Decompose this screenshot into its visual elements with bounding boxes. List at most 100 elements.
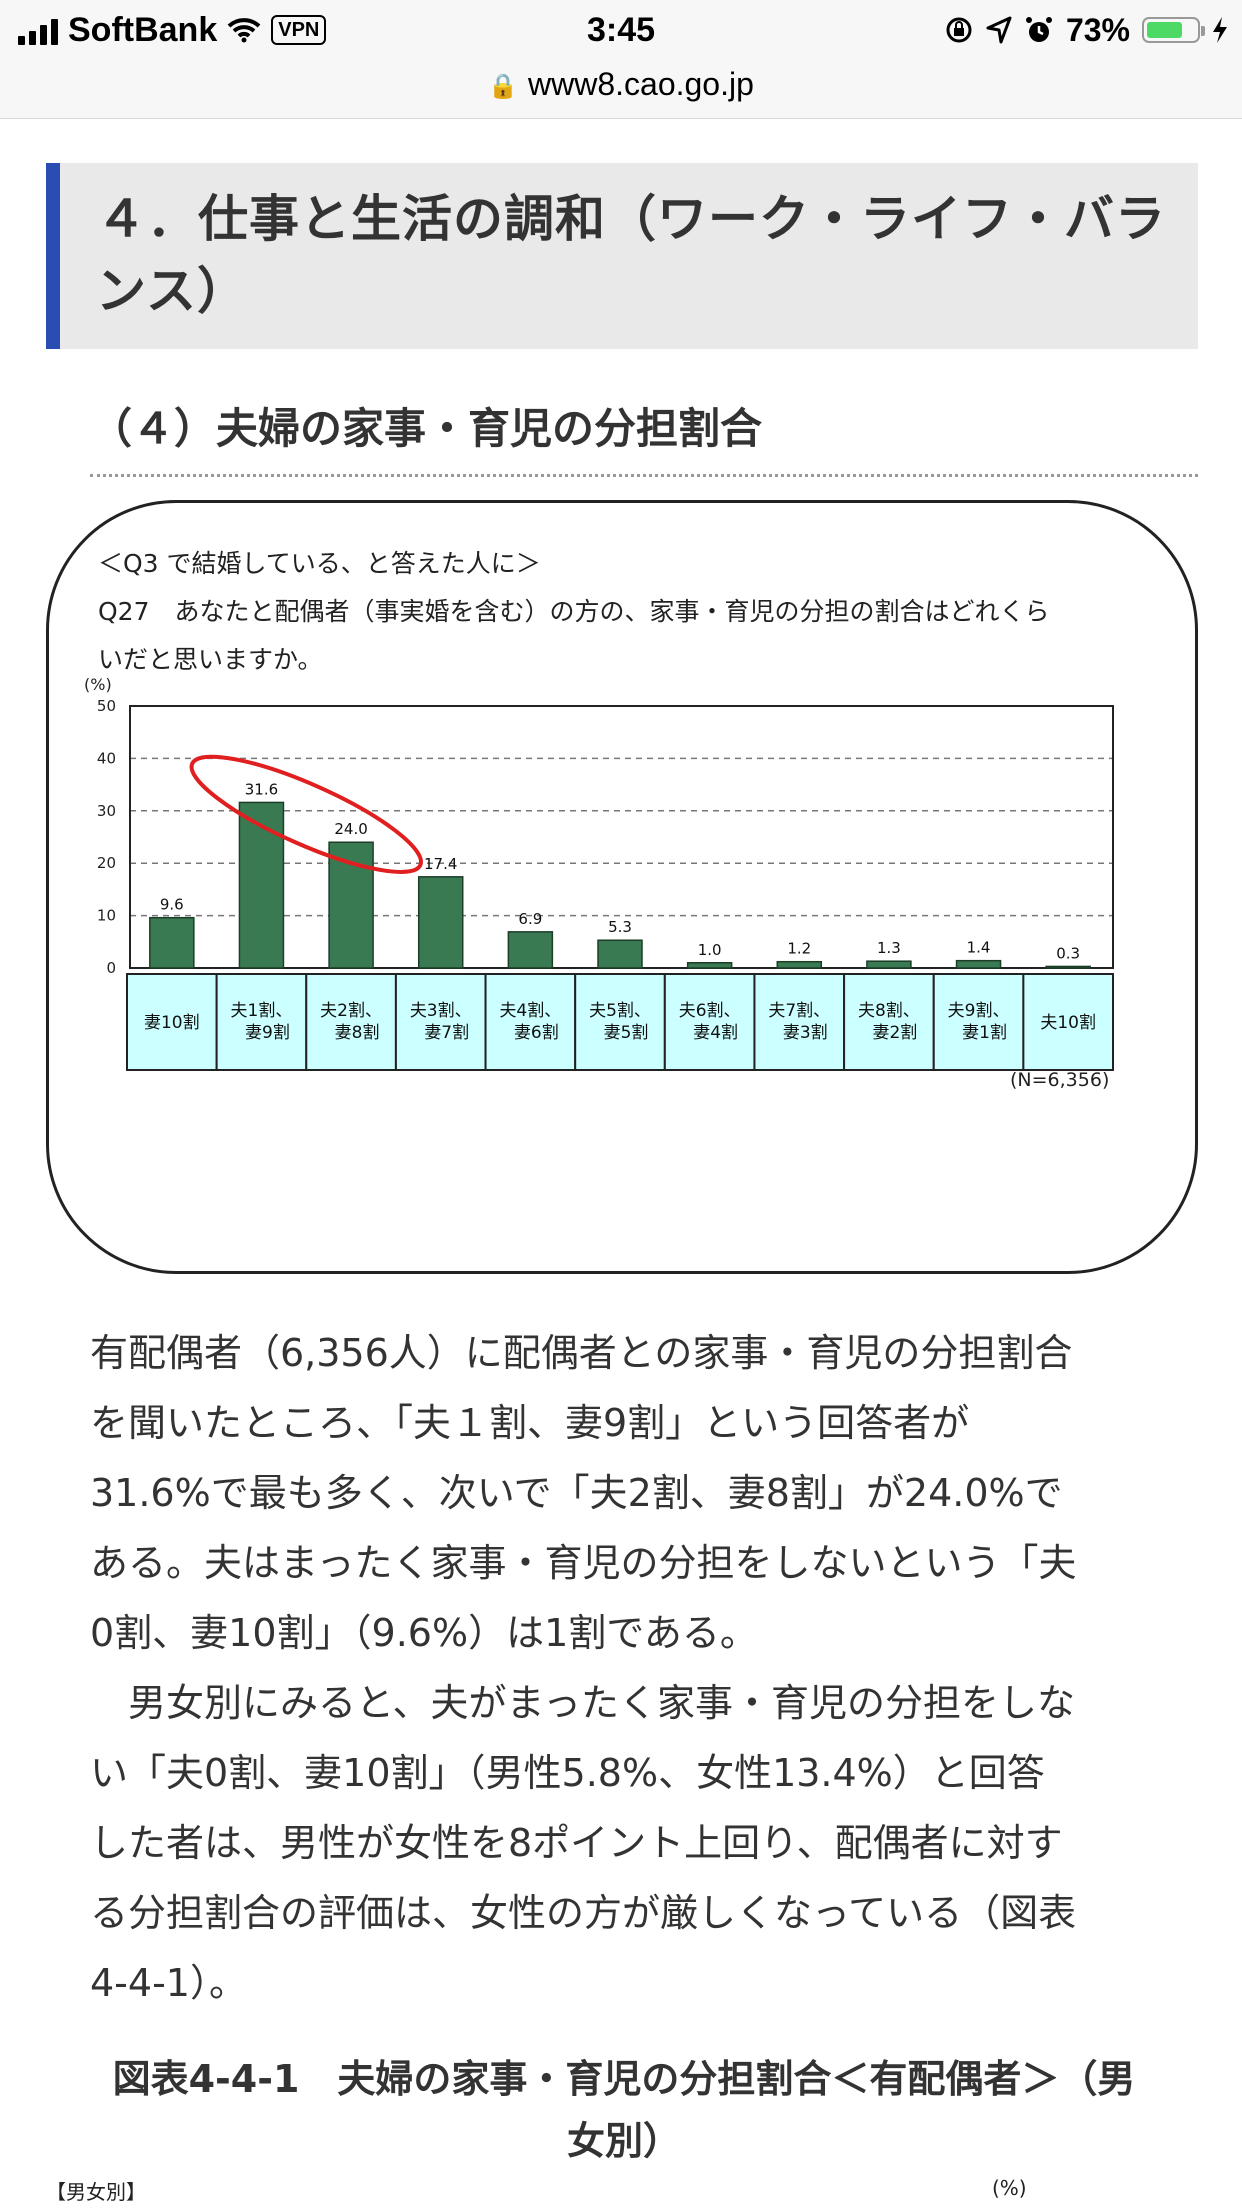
category-label: 夫7割、 (768, 1001, 830, 1021)
data-label: 31.6 (245, 780, 278, 798)
category-cell (932, 973, 1025, 1071)
p2_lines-line: した者は、男性が女性を8ポイント上回り、配偶者に対す (90, 1821, 1063, 1865)
y-tick-label: 40 (97, 749, 116, 767)
paragraph-2: 男女別にみると、夫がまったく家事・育児の分担をしな い「夫0割、妻10割」（男性5… (90, 1668, 1190, 2018)
battery-level-fill (1147, 22, 1182, 38)
y-tick-label: 20 (97, 854, 116, 872)
data-label: 6.9 (518, 910, 542, 928)
bar (1045, 965, 1091, 969)
data-label: 24.0 (334, 820, 367, 838)
question-condition: ＜Q3 で結婚している、と答えた人に＞ (98, 549, 541, 578)
signal-strength-icon (18, 15, 58, 45)
y-tick-label: 10 (97, 907, 116, 925)
data-label: 17.4 (424, 855, 457, 873)
paragraph-1: 有配偶者（6,356人）に配偶者との家事・育児の分担割合 を聞いたところ、「夫１割… (90, 1318, 1190, 1668)
category-cell (843, 973, 935, 1071)
data-label: 1.2 (787, 940, 811, 958)
p2_lines-line: 男女別にみると、夫がまったく家事・育児の分担をしな (90, 1681, 1075, 1725)
category-cell (215, 973, 308, 1071)
category-label: 妻2割 (872, 1023, 917, 1043)
figure-tag-left: 【男女別】 (46, 2180, 146, 2204)
y-tick-label: 50 (97, 697, 116, 715)
category-label: 妻8割 (335, 1023, 380, 1043)
p2_lines-line: 4-4-1）。 (90, 1961, 247, 2005)
url-domain: www8.cao.go.jp (528, 66, 754, 102)
question-text-line1: Q27 あなたと配偶者（事実婚を含む）の方の、家事・育児の分担の割合はどれくら (98, 597, 1050, 626)
wifi-icon (227, 18, 261, 43)
address-bar[interactable]: 🔒 www8.cao.go.jp (0, 62, 1242, 119)
category-label: 妻1割 (962, 1023, 1007, 1043)
status-bar: SoftBank VPN 3:45 73% (0, 0, 1242, 62)
divider (90, 474, 1198, 477)
p1_lines-line: を聞いたところ、「夫１割、妻9割」という回答者が (90, 1401, 970, 1445)
data-label: 1.4 (967, 939, 991, 957)
bar (507, 931, 554, 969)
category-label: 夫8割、 (858, 1001, 920, 1021)
section-heading-line2: ンス） (96, 262, 248, 320)
battery-icon (1142, 17, 1205, 43)
bar (955, 959, 1002, 969)
p1_lines-line: 有配偶者（6,356人）に配偶者との家事・育児の分担割合 (90, 1331, 1073, 1375)
sample-size-label: (N=6,356) (1010, 1069, 1110, 1091)
category-cell (484, 973, 577, 1071)
y-axis-unit: (%) (84, 676, 112, 694)
y-tick-label: 0 (106, 959, 116, 977)
section-heading-line1: ４．仕事と生活の調和（ワーク・ライフ・バラ (96, 190, 1166, 248)
carrier-name: SoftBank (68, 10, 218, 49)
y-tick-label: 30 (97, 802, 116, 820)
orientation-lock-icon (946, 17, 972, 43)
category-label: 妻5割 (604, 1023, 649, 1043)
p2_lines-line: い「夫0割、妻10割」（男性5.8%、女性13.4%）と回答 (90, 1751, 1045, 1795)
data-label: 1.3 (877, 939, 901, 957)
category-label: 妻7割 (424, 1023, 469, 1043)
category-label: 妻4割 (693, 1023, 738, 1043)
category-label: 妻9割 (245, 1023, 290, 1043)
category-label: 夫3割、 (410, 1001, 472, 1021)
category-label: 妻10割 (144, 1013, 200, 1033)
category-label: 夫5割、 (589, 1001, 651, 1021)
category-label: 妻3割 (783, 1023, 828, 1043)
question-text-line2: いだと思いますか。 (98, 645, 323, 674)
bar (686, 962, 733, 969)
chart-frame (46, 500, 1198, 1274)
section-heading: ４．仕事と生活の調和（ワーク・ライフ・バラ ンス） (46, 163, 1198, 349)
figure-tag-right: (%) (992, 2176, 1027, 2200)
p1_lines-line: 31.6%で最も多く、次いで「夫2割、妻8割」が24.0%で (90, 1471, 1063, 1515)
bar (776, 960, 823, 969)
category-label: 夫4割、 (499, 1001, 561, 1021)
bar (238, 801, 285, 969)
bar (417, 876, 464, 969)
category-cell (1022, 973, 1115, 1071)
highlight-ellipse (189, 754, 423, 874)
category-label: 夫9割、 (948, 1001, 1010, 1021)
category-cell (663, 973, 756, 1071)
category-cell (394, 973, 487, 1071)
data-label: 5.3 (608, 918, 632, 936)
category-cell (753, 973, 846, 1071)
battery-percentage: 73% (1065, 11, 1130, 48)
category-label: 妻6割 (514, 1023, 559, 1043)
category-label: 夫2割、 (320, 1001, 382, 1021)
category-cell (305, 973, 397, 1071)
vpn-badge: VPN (271, 15, 327, 45)
location-icon (986, 16, 1012, 44)
data-label: 0.3 (1056, 944, 1080, 962)
p2_lines-line: る分担割合の評価は、女性の方が厳しくなっている（図表 (90, 1891, 1077, 1935)
p1_lines-line: 0割、妻10割」（9.6%）は1割である。 (90, 1611, 758, 1655)
category-label: 夫6割、 (679, 1001, 741, 1021)
bar-chart: (%) 0 10 20 30 40 50 妻10割 9.6 夫1割、妻9割 31.6 夫2割、妻8割 2… (84, 676, 1115, 1071)
figure-title: 図表4-4-1 夫婦の家事・育児の分担割合＜有配偶者＞（男 女別） (54, 2048, 1194, 2172)
sub-heading: （４）夫婦の家事・育児の分担割合 (90, 404, 763, 453)
figure-title-line2: 女別） (566, 2119, 681, 2163)
charging-icon (1213, 17, 1227, 43)
data-label: 9.6 (160, 896, 184, 914)
data-label: 1.0 (698, 941, 722, 959)
category-label: 夫1割、 (231, 1001, 293, 1021)
bar (866, 960, 912, 969)
alarm-icon (1025, 17, 1052, 42)
category-cell (574, 973, 666, 1071)
p1_lines-line: ある。夫はまったく家事・育児の分担をしないという「夫 (90, 1541, 1077, 1585)
figure-title-line1: 図表4-4-1 夫婦の家事・育児の分担割合＜有配偶者＞（男 (112, 2057, 1136, 2101)
lock-icon: 🔒 (488, 72, 518, 100)
bar (597, 939, 643, 969)
